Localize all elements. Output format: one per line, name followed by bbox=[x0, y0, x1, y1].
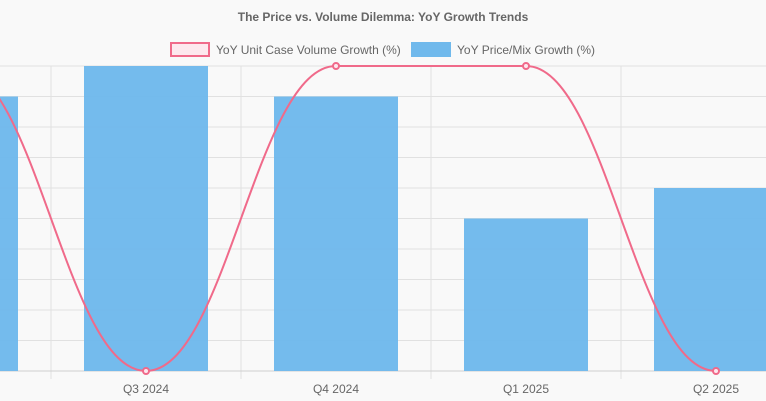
bar-q2-2025[interactable] bbox=[654, 188, 766, 371]
bar-q4-2024[interactable] bbox=[274, 96, 398, 372]
x-tick-label: Q3 2024 bbox=[123, 382, 169, 396]
legend-item-volume[interactable]: YoY Unit Case Volume Growth (%) bbox=[170, 42, 401, 57]
legend-swatch-price-mix bbox=[411, 42, 451, 57]
point-q3-2024[interactable] bbox=[142, 367, 150, 375]
x-tick-label: Q2 2025 bbox=[693, 382, 739, 396]
legend: YoY Unit Case Volume Growth (%) YoY Pric… bbox=[170, 42, 595, 57]
chart-title: The Price vs. Volume Dilemma: YoY Growth… bbox=[238, 10, 529, 24]
x-tick-label: Q4 2024 bbox=[313, 382, 359, 396]
bar-q3-2024[interactable] bbox=[84, 66, 208, 371]
bar-q2-2024[interactable] bbox=[0, 96, 18, 372]
legend-swatch-volume bbox=[170, 42, 210, 57]
bar-series bbox=[0, 66, 766, 371]
point-q4-2024[interactable] bbox=[332, 62, 340, 70]
point-q2-2025[interactable] bbox=[712, 367, 720, 375]
legend-label-volume: YoY Unit Case Volume Growth (%) bbox=[216, 43, 401, 57]
x-tick-label: Q1 2025 bbox=[503, 382, 549, 396]
legend-item-price-mix[interactable]: YoY Price/Mix Growth (%) bbox=[411, 42, 595, 57]
line-series bbox=[0, 62, 720, 375]
legend-label-price-mix: YoY Price/Mix Growth (%) bbox=[457, 43, 595, 57]
point-q1-2025[interactable] bbox=[522, 62, 530, 70]
bar-q1-2025[interactable] bbox=[464, 218, 588, 372]
volume-growth-line bbox=[0, 64, 717, 373]
